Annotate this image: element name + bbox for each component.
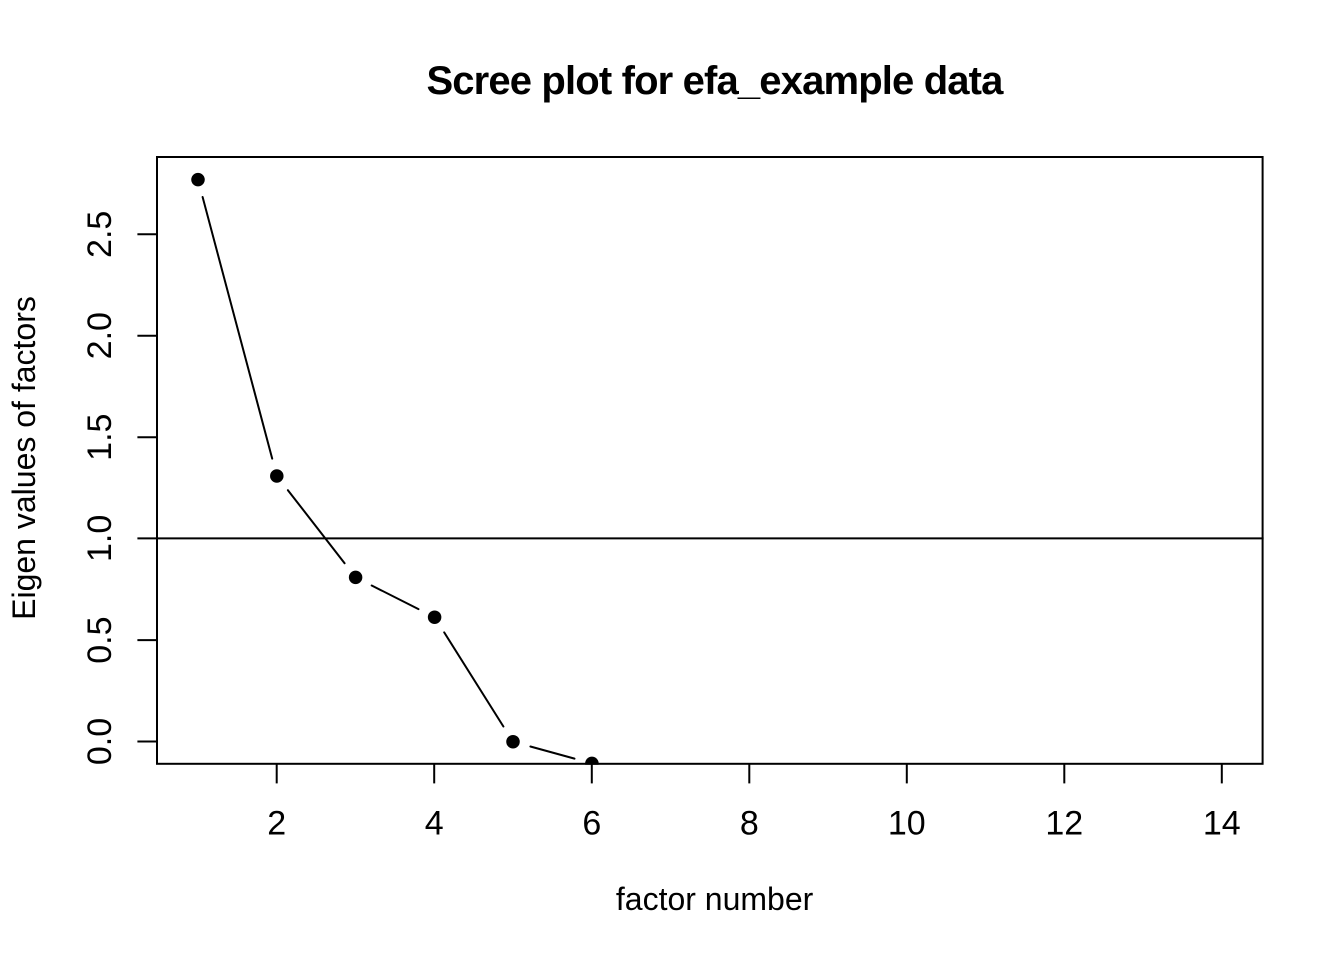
svg-text:Eigen values of factors: Eigen values of factors <box>6 296 42 620</box>
svg-text:10: 10 <box>888 805 926 843</box>
svg-text:2.0: 2.0 <box>81 312 119 359</box>
svg-text:2.5: 2.5 <box>81 211 119 258</box>
svg-text:0.0: 0.0 <box>81 718 119 765</box>
svg-text:8: 8 <box>740 805 759 843</box>
svg-text:2: 2 <box>267 805 286 843</box>
svg-text:14: 14 <box>1203 805 1241 843</box>
svg-text:6: 6 <box>582 805 601 843</box>
svg-text:1.5: 1.5 <box>81 414 119 461</box>
svg-text:1.0: 1.0 <box>81 515 119 562</box>
svg-text:12: 12 <box>1045 805 1083 843</box>
svg-text:4: 4 <box>425 805 444 843</box>
svg-text:0.5: 0.5 <box>81 616 119 663</box>
svg-text:Scree plot for efa_example dat: Scree plot for efa_example data <box>426 59 1004 103</box>
svg-text:factor number: factor number <box>616 881 814 917</box>
